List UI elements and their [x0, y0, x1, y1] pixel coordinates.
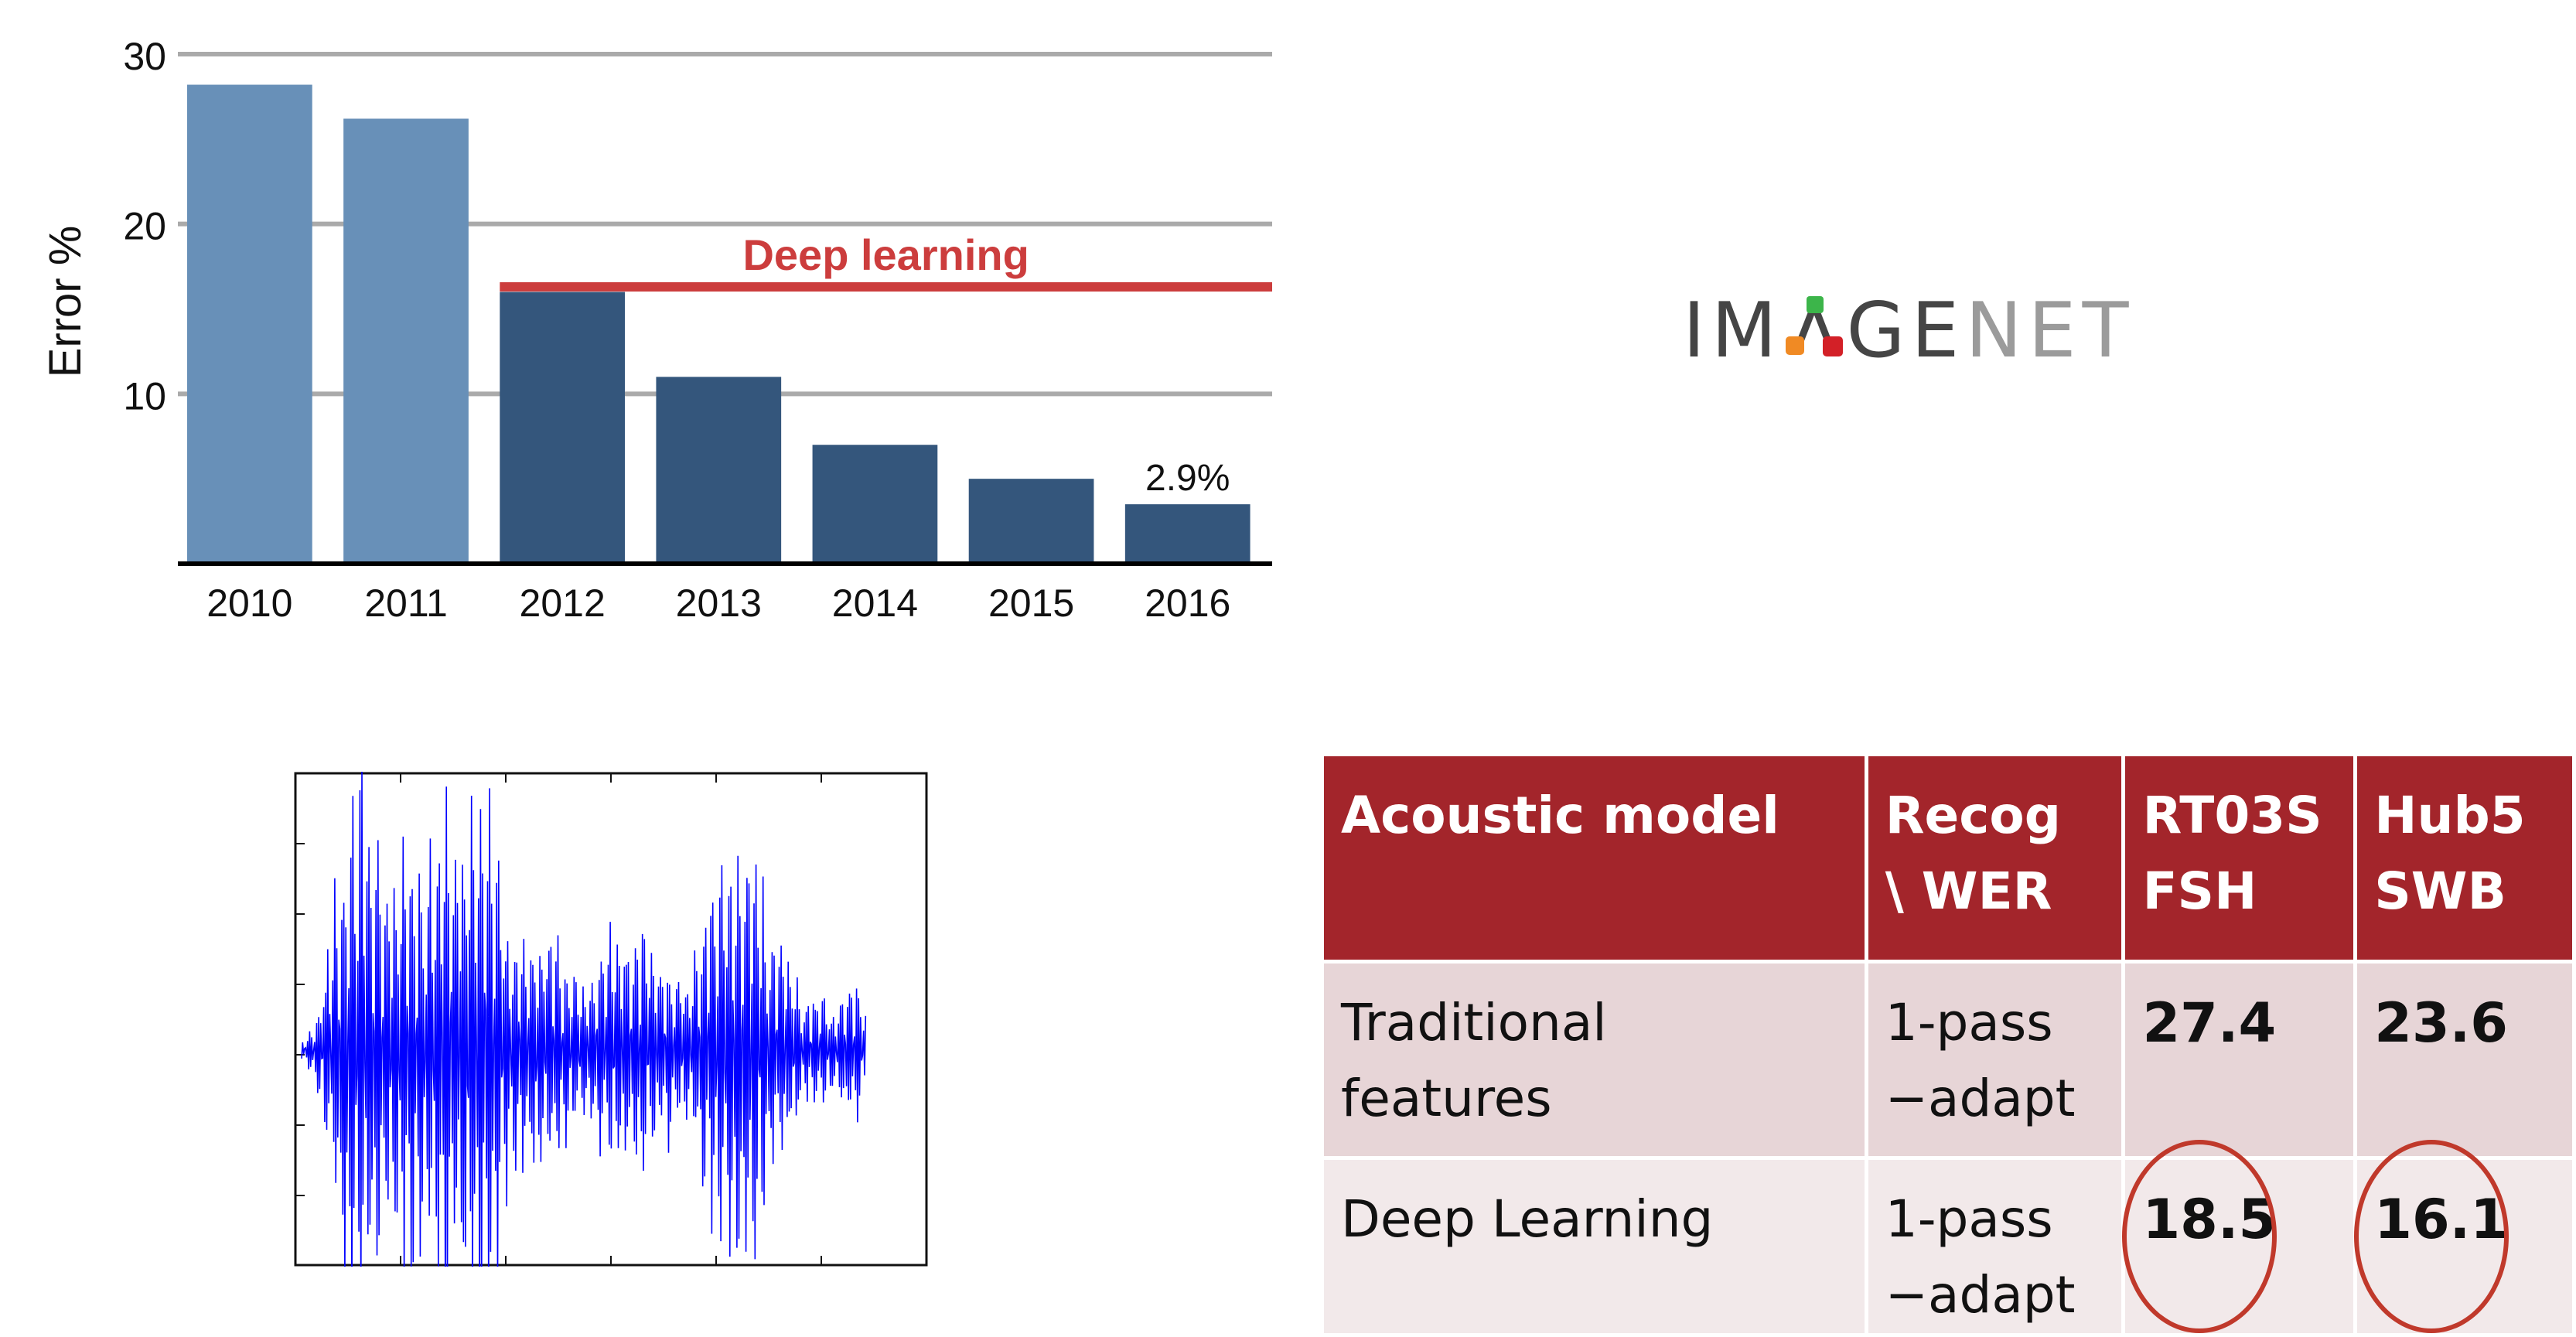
chart-labels: 10 20 30 2010 2011 2012 2013 2014 2015 2016 Deep l…: [123, 35, 1272, 625]
header-rt03s-fsh: RT03S FSH: [2121, 752, 2358, 964]
waveform-axis-ticks: [295, 773, 822, 1265]
table-row: Traditional features 1-pass −adapt 27.4 …: [1320, 960, 2576, 1160]
table-row: Deep Learning 1-pass −adapt 18.5 16.1: [1320, 1140, 2576, 1337]
waveform-signal: [301, 772, 867, 1267]
row-model-name: Traditional features: [1320, 960, 1868, 1160]
bar: [343, 118, 469, 564]
x-tick-label: 2011: [364, 582, 448, 625]
bar: [1124, 504, 1250, 564]
row-recog: 1-pass −adapt: [1864, 960, 2126, 1160]
x-tick-label: 2013: [676, 582, 762, 625]
logo-part-im: IM: [1683, 287, 1783, 375]
bar: [656, 377, 782, 564]
wer-comparison-table: Acoustic model Recog \ WER RT03S FSH Hub…: [1320, 752, 2576, 1337]
error-bar-chart: 10 20 30 2010 2011 2012 2013 2014 2015 2016 Deep l…: [40, 35, 1272, 625]
table-header-row: Acoustic model Recog \ WER RT03S FSH Hub…: [1320, 752, 2576, 964]
row-fsh-value: 27.4: [2121, 960, 2358, 1160]
x-tick-label: 2014: [832, 582, 918, 625]
highlight-circle-fsh: [2122, 1140, 2277, 1333]
bar: [812, 445, 938, 564]
imagenet-logo: IM GENET: [1683, 292, 2134, 370]
chart-gridlines: [178, 52, 1272, 397]
logo-part-ge: GE: [1846, 287, 1966, 375]
imagenet-tree-mark-icon: [1786, 296, 1844, 356]
row-model-name: Deep Learning: [1320, 1156, 1868, 1337]
logo-part-net: NET: [1965, 287, 2135, 375]
bar: [968, 479, 1094, 564]
x-tick-label: 2015: [988, 582, 1074, 625]
y-tick-label: 10: [123, 374, 166, 418]
bar: [500, 292, 625, 564]
audio-waveform-plot: [294, 772, 928, 1267]
x-tick-label: 2010: [206, 582, 292, 625]
chart-bars: [178, 84, 1272, 566]
row-swb-value: 23.6: [2353, 960, 2576, 1160]
x-tick-label: 2012: [520, 582, 606, 625]
header-hub5-swb: Hub5 SWB: [2353, 752, 2576, 964]
row-recog: 1-pass −adapt: [1864, 1156, 2126, 1337]
y-tick-label: 30: [123, 35, 166, 78]
y-tick-label: 20: [123, 205, 166, 248]
bar: [187, 84, 312, 564]
y-axis-label: Error %: [40, 226, 90, 378]
highlight-circle-swb: [2354, 1140, 2509, 1333]
row-fsh-value-highlighted: 18.5: [2121, 1140, 2358, 1337]
header-acoustic-model: Acoustic model: [1320, 752, 1868, 964]
x-tick-label: 2016: [1145, 582, 1230, 625]
deep-learning-label: Deep learning: [742, 230, 1029, 279]
header-recog-wer: Recog \ WER: [1864, 752, 2126, 964]
row-swb-value-highlighted: 16.1: [2353, 1140, 2576, 1337]
bar-value-label: 2.9%: [1145, 458, 1230, 499]
